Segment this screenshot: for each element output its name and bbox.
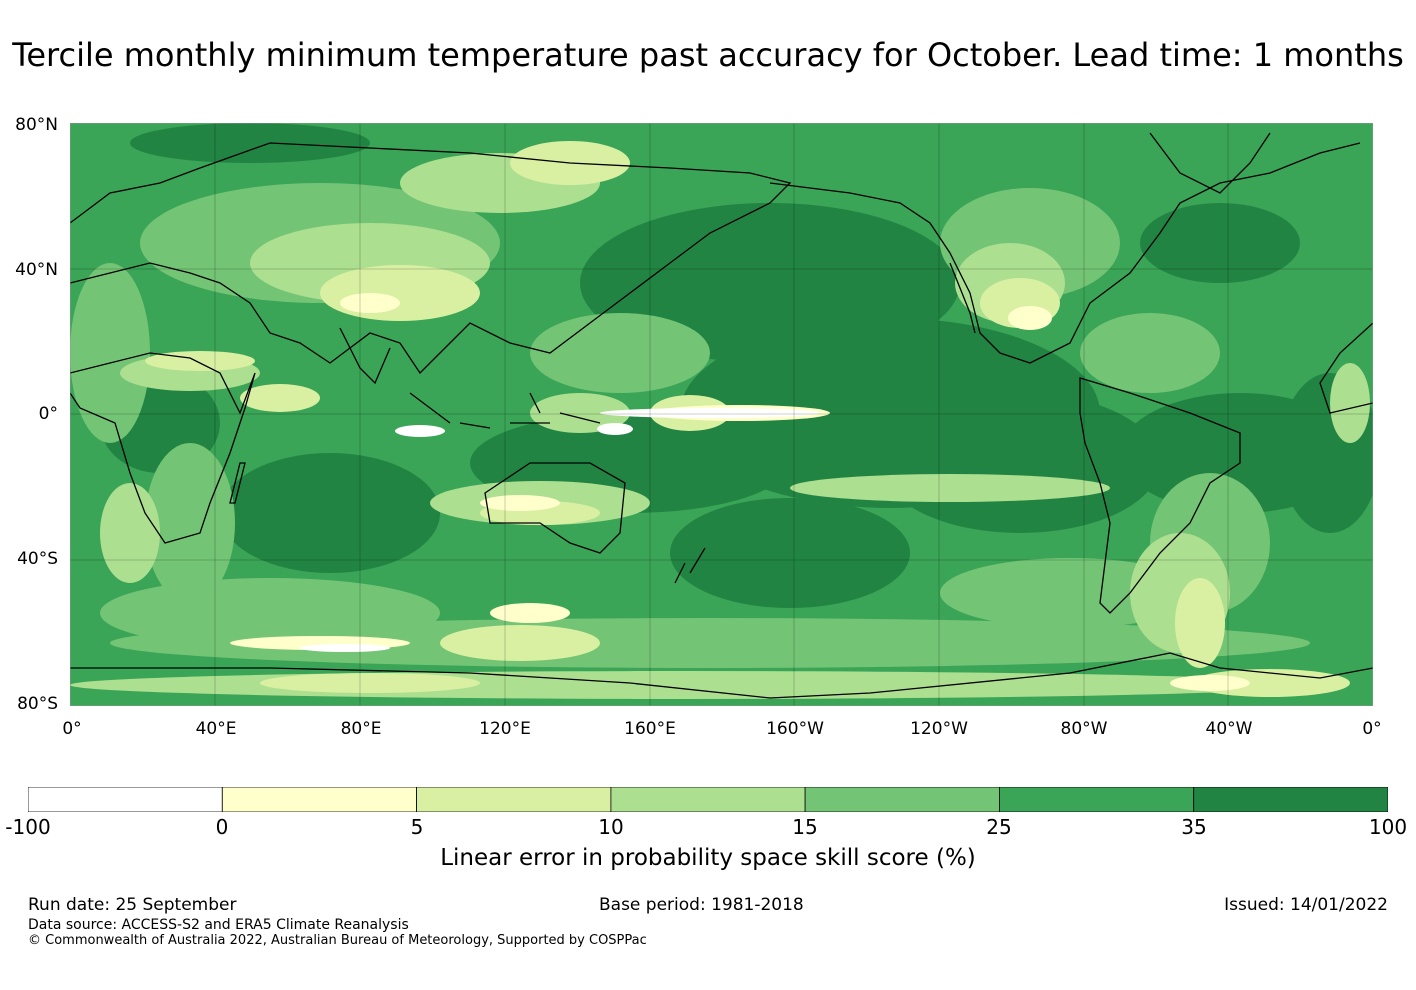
lon-label-40w: 40°W [1205,719,1253,739]
copyright: © Commonwealth of Australia 2022, Austra… [28,933,647,948]
colorbar-segment-3 [610,787,806,812]
graticule [70,123,1373,706]
colorbar-tick: 5 [410,815,424,839]
colorbar-segment-6 [1193,787,1388,812]
lon-label-0-end: 0° [1362,719,1382,739]
lon-label-120e: 120°E [479,719,531,739]
lon-label-80w: 80°W [1060,719,1108,739]
colorbar-tick: 15 [792,815,818,839]
lon-label-160w: 160°W [766,719,824,739]
strong-skill-regions [100,123,1373,608]
lon-label-40e: 40°E [195,719,237,739]
colorbar-tick: 0 [215,815,229,839]
negative-skill-regions [300,408,820,652]
colorbar-tick: 100 [1368,815,1408,839]
lon-label-80e: 80°E [340,719,382,739]
colorbar-segment-2 [416,787,612,812]
colorbar-segment-1 [221,787,418,812]
colorbar-tick: 25 [986,815,1012,839]
data-source: Data source: ACCESS-S2 and ERA5 Climate … [28,917,409,933]
colorbar-tick: -100 [5,815,51,839]
lat-label-80s: 80°S [17,694,58,714]
colorbar-tick: 35 [1181,815,1207,839]
lon-label-160e: 160°E [624,719,676,739]
lat-label-40s: 40°S [17,549,58,569]
colorbar [28,787,1388,812]
lon-label-120w: 120°W [910,719,968,739]
base-period: Base period: 1981-2018 [599,895,804,915]
lat-label-40n: 40°N [15,260,58,280]
colorbar-segment-0 [28,787,223,812]
colorbar-tick: 10 [598,815,624,839]
lat-label-0: 0° [38,404,58,424]
colorbar-label: Linear error in probability space skill … [440,845,976,871]
skill-score-map [70,123,1373,706]
lon-label-0: 0° [62,719,82,739]
map-title: Tercile monthly minimum temperature past… [12,36,1404,74]
coastlines [70,132,1373,699]
colorbar-segment-4 [804,787,1000,812]
colorbar-segment-5 [999,787,1195,812]
run-date: Run date: 25 September [28,895,237,915]
lat-label-80n: 80°N [15,115,58,135]
issued-date: Issued: 14/01/2022 [1224,895,1388,915]
